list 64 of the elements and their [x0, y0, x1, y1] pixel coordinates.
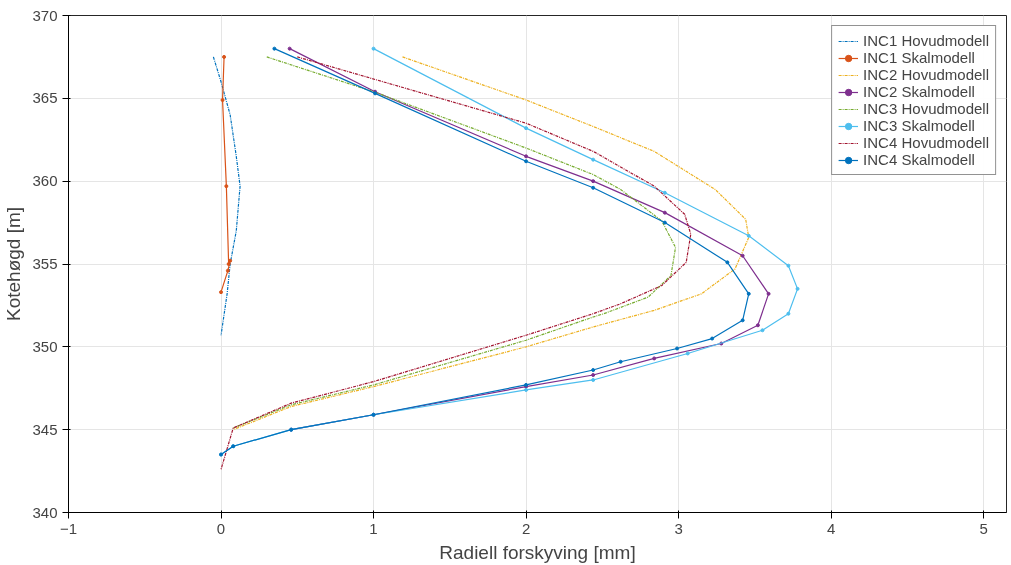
legend-label: INC4 Skalmodell [863, 151, 975, 168]
point [685, 351, 690, 356]
x-tick-label: 3 [674, 519, 683, 537]
point [228, 258, 233, 263]
point [591, 179, 596, 184]
point [760, 328, 765, 333]
y-tick-label: 350 [32, 337, 58, 355]
point [219, 290, 224, 295]
x-tick-label: 2 [521, 519, 531, 537]
x-tick-label: −1 [59, 519, 78, 537]
point [746, 291, 751, 296]
point [524, 159, 529, 164]
legend-label: INC1 Skalmodell [863, 49, 975, 66]
point [220, 97, 225, 102]
point [662, 220, 667, 225]
point [371, 46, 376, 51]
point [710, 336, 715, 341]
y-tick-label: 345 [32, 420, 58, 438]
legend-label: INC2 Skalmodell [863, 83, 975, 100]
point [591, 368, 596, 373]
point [524, 126, 529, 131]
point [591, 157, 596, 162]
point [226, 262, 231, 266]
point [795, 286, 800, 291]
y-tick-label: 370 [32, 6, 58, 24]
point [591, 377, 596, 382]
x-tick-label: 5 [979, 519, 988, 537]
y-tick-label: 365 [32, 89, 58, 107]
x-axis-title: Radiell forskyving [mm] [439, 541, 636, 563]
point [786, 263, 791, 268]
point [225, 268, 230, 273]
legend-label: INC3 Skalmodell [863, 117, 975, 134]
point [740, 253, 745, 258]
y-tick-label: 355 [32, 255, 58, 272]
point [675, 346, 680, 351]
line-series [212, 56, 241, 336]
point [766, 291, 771, 296]
point [746, 233, 751, 238]
point [652, 356, 657, 361]
point [786, 311, 791, 316]
line-series [220, 56, 692, 471]
legend-label: INC4 Hovudmodell [863, 134, 989, 151]
y-tick-label: 360 [32, 172, 58, 190]
point [524, 154, 529, 159]
y-tick-label: 340 [32, 503, 58, 521]
x-tick-label: 1 [369, 519, 378, 537]
point [618, 359, 623, 364]
y-axis-title: Kotehøgd [m] [3, 206, 25, 322]
point [591, 185, 596, 190]
point [755, 323, 760, 328]
point [725, 260, 730, 265]
point [662, 190, 667, 195]
point [272, 46, 277, 51]
point [222, 54, 227, 59]
point [287, 46, 292, 51]
x-tick-label: 0 [216, 519, 226, 537]
point [591, 373, 596, 377]
legend-label: INC3 Hovudmodell [863, 100, 989, 117]
point [740, 318, 745, 323]
legend-label: INC2 Hovudmodell [863, 66, 989, 83]
point [662, 210, 667, 215]
legend-label: INC1 Hovudmodell [863, 32, 989, 49]
x-tick-label: 4 [826, 519, 836, 537]
point [224, 184, 229, 189]
